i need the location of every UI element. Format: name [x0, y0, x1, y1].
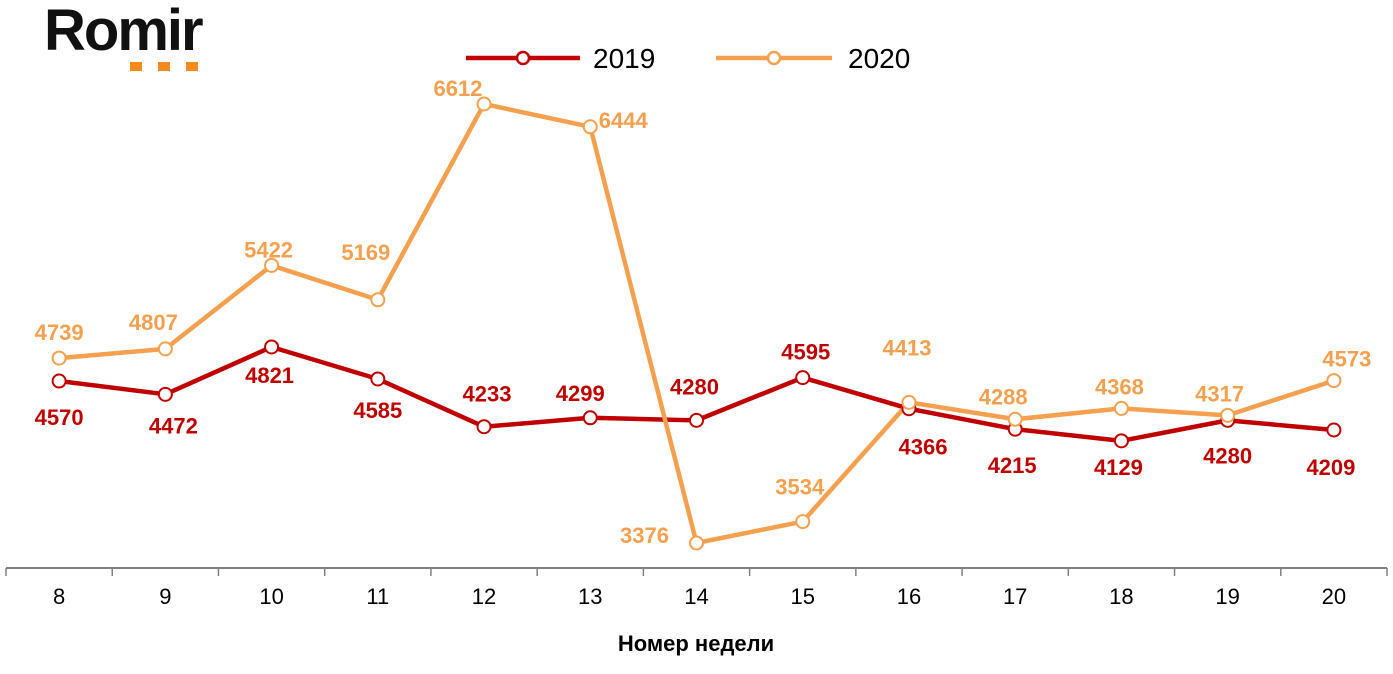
legend-item-2020: 2020 [716, 43, 910, 74]
data-point [1326, 373, 1342, 389]
legend-label: 2019 [593, 43, 655, 74]
data-point [582, 119, 598, 135]
data-point [689, 412, 704, 428]
data-point [370, 371, 386, 387]
legend-label: 2020 [848, 43, 910, 74]
x-axis-title: Номер недели [618, 631, 774, 656]
x-tick-label: 18 [1109, 584, 1133, 609]
x-tick-label: 15 [790, 584, 814, 609]
x-tick-label: 16 [897, 584, 921, 609]
data-point [582, 410, 598, 426]
x-tick-label: 19 [1215, 584, 1239, 609]
data-label: 4739 [35, 320, 84, 345]
romir-logo: Romir [44, 0, 244, 80]
data-point [370, 292, 386, 308]
data-label: 4573 [1322, 347, 1371, 372]
data-label: 4129 [1094, 455, 1143, 480]
data-point [1220, 407, 1236, 423]
data-label: 4209 [1306, 455, 1355, 480]
x-tick-label: 17 [1003, 584, 1027, 609]
data-point [264, 339, 280, 355]
data-label: 4366 [898, 435, 947, 460]
data-point [1007, 411, 1023, 427]
data-label: 6444 [599, 108, 649, 133]
data-label: 4821 [245, 363, 294, 388]
data-label: 4233 [463, 382, 512, 407]
data-label: 4288 [979, 384, 1028, 409]
logo-dot [186, 62, 198, 71]
data-label: 4215 [988, 453, 1037, 478]
legend-marker [515, 50, 531, 66]
data-label: 4413 [882, 335, 931, 360]
data-point [1113, 433, 1129, 449]
data-point [51, 373, 67, 389]
data-point [157, 386, 173, 402]
legend: 2019 2020 [466, 43, 910, 74]
logo-dot [130, 62, 142, 71]
data-label: 4317 [1195, 381, 1244, 406]
data-label: 4280 [670, 374, 719, 399]
logo-text: Romir [44, 0, 204, 63]
x-tick-label: 14 [684, 584, 708, 609]
data-label: 5169 [341, 240, 390, 265]
data-point [1326, 422, 1342, 438]
x-tick-label: 11 [366, 584, 389, 609]
data-point [689, 535, 704, 551]
legend-marker [766, 50, 782, 66]
data-label: 4807 [129, 310, 178, 335]
data-label: 5422 [244, 237, 293, 262]
data-labels-2020: 4739 4807 5422 5169 6612 6444 3376 3534 4413 4288… [35, 76, 1372, 548]
legend-item-2019: 2019 [466, 43, 655, 74]
x-tick-label: 13 [578, 584, 602, 609]
data-point [1113, 400, 1129, 416]
x-tick-label: 9 [159, 584, 171, 609]
data-point [795, 514, 811, 530]
data-labels: 4570 4472 4821 4585 4233 4299 4280 4595 4366 4215… [35, 76, 1372, 548]
data-label: 4472 [149, 413, 198, 438]
x-tick-label: 20 [1322, 584, 1346, 609]
data-label: 3534 [775, 475, 825, 500]
x-tick-label: 10 [259, 584, 283, 609]
data-point [476, 419, 492, 435]
data-label: 4368 [1095, 374, 1144, 399]
logo-dots [130, 62, 198, 71]
data-point [157, 341, 173, 357]
data-label: 3376 [620, 523, 669, 548]
data-label: 4280 [1203, 443, 1252, 468]
data-label: 4595 [781, 340, 830, 365]
series-layer [51, 96, 1342, 551]
data-point [264, 257, 280, 273]
data-point [901, 394, 917, 410]
data-point [476, 96, 492, 112]
series-markers-2020 [51, 96, 1342, 551]
x-tick-label: 8 [53, 584, 65, 609]
data-labels-2019: 4570 4472 4821 4585 4233 4299 4280 4595 4366 4215… [35, 340, 1356, 480]
data-label: 6612 [434, 76, 483, 101]
x-axis: 8 9 10 11 12 13 14 15 16 17 18 19 20 [5, 567, 1388, 609]
data-label: 4585 [353, 398, 402, 423]
logo-dot [158, 62, 170, 71]
data-point [795, 370, 811, 386]
x-tick-label: 12 [472, 584, 496, 609]
data-label: 4570 [35, 405, 84, 430]
data-point [51, 350, 67, 366]
data-label: 4299 [556, 381, 605, 406]
